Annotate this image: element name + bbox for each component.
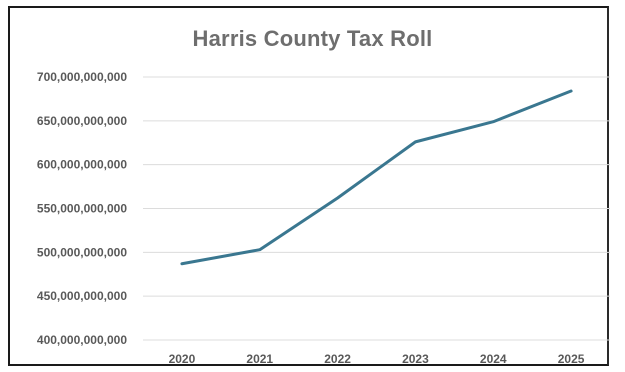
x-tick-label: 2020	[169, 352, 196, 366]
y-tick-label: 500,000,000,000	[37, 245, 127, 259]
x-tick-label: 2021	[246, 352, 273, 366]
series-lines	[180, 89, 573, 266]
chart-title: Harris County Tax Roll	[192, 26, 433, 51]
y-tick-label: 650,000,000,000	[37, 114, 127, 128]
x-tick-label: 2022	[324, 352, 351, 366]
x-tick-label: 2024	[480, 352, 507, 366]
y-tick-label: 700,000,000,000	[37, 70, 127, 84]
x-tick-label: 2025	[558, 352, 585, 366]
y-tick-label: 550,000,000,000	[37, 202, 127, 216]
x-tick-label: 2023	[402, 352, 429, 366]
series-line	[180, 89, 573, 266]
y-axis-tick-labels: 400,000,000,000 450,000,000,000 500,000,00…	[37, 70, 127, 347]
y-tick-label: 600,000,000,000	[37, 158, 127, 172]
gridlines	[143, 76, 610, 341]
y-tick-label: 450,000,000,000	[37, 289, 127, 303]
chart-frame	[8, 6, 609, 366]
x-axis-tick-labels: 2020 2021 2022 2023 2024 2025	[169, 352, 585, 366]
y-tick-label: 400,000,000,000	[37, 333, 127, 347]
